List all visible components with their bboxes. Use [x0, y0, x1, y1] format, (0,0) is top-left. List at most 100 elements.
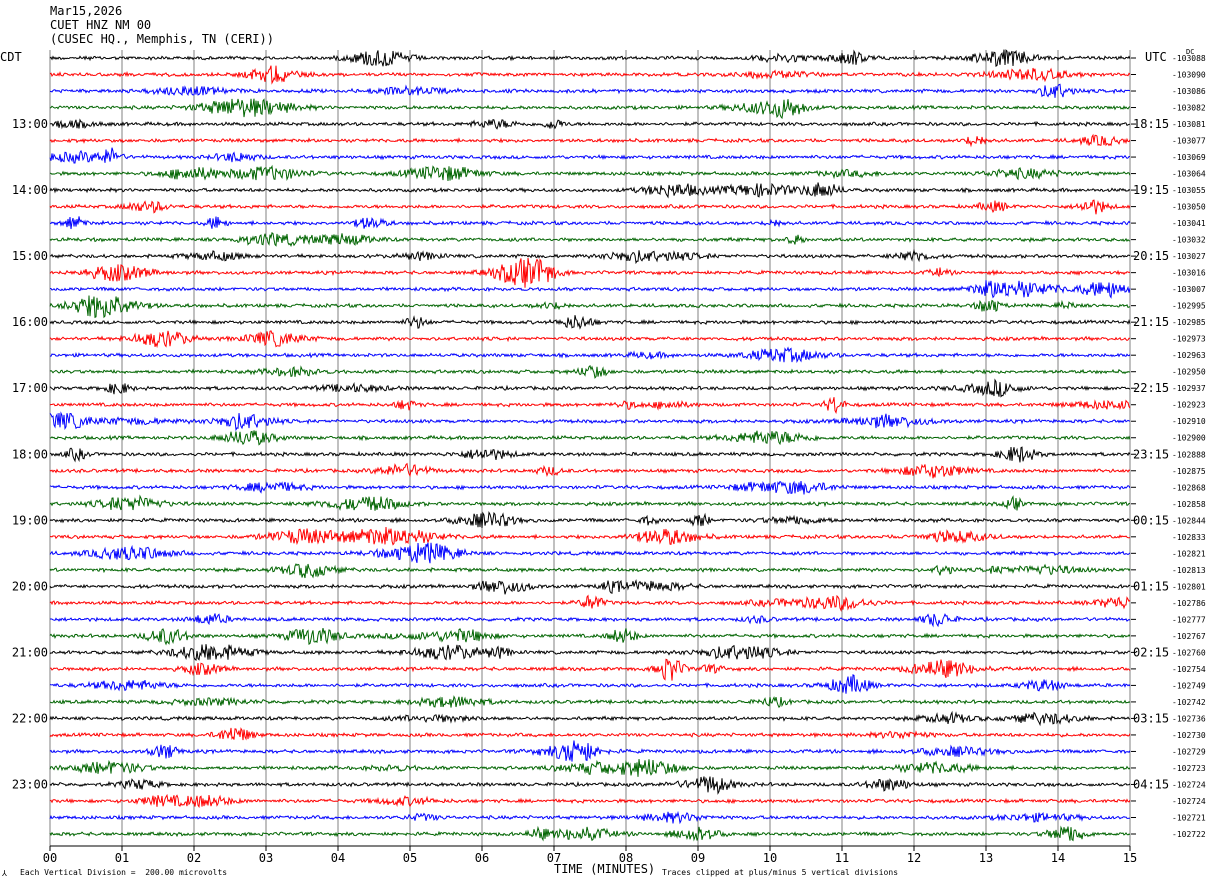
x-tick-label: 01	[115, 851, 129, 865]
seismic-trace	[50, 658, 1131, 681]
seismic-trace	[49, 83, 1131, 98]
right-hour-label: 19:15	[1133, 183, 1169, 197]
trace-offset-label: -103016	[1172, 269, 1206, 278]
corner-mark: ⅄	[2, 869, 7, 878]
seismic-trace	[49, 396, 1131, 414]
trace-offset-label: -102722	[1172, 830, 1206, 839]
seismic-trace	[49, 216, 1131, 230]
left-hour-label: 19:00	[12, 513, 48, 527]
trace-offset-label: -102729	[1172, 747, 1206, 756]
scale-note: Each Vertical Division = 200.00 microvol…	[20, 868, 228, 877]
seismic-trace	[49, 199, 1131, 215]
trace-offset-label: -103032	[1172, 236, 1206, 245]
trace-offset-label: -103027	[1172, 252, 1206, 261]
dc-label: DC	[1186, 48, 1195, 56]
x-tick-label: 06	[475, 851, 489, 865]
seismic-trace	[49, 147, 1131, 164]
trace-offset-label: -102730	[1172, 731, 1206, 740]
seismic-trace	[49, 579, 1131, 595]
right-hour-label: 02:15	[1133, 645, 1169, 659]
seismic-trace	[49, 613, 1131, 628]
seismic-trace	[49, 49, 1131, 67]
x-tick-label: 13	[979, 851, 993, 865]
seismic-trace	[49, 563, 1131, 579]
trace-offset-label: -102900	[1172, 434, 1206, 443]
trace-offset-label: -103007	[1172, 285, 1206, 294]
trace-offset-label: -102724	[1172, 780, 1206, 789]
trace-offset-label: -102950	[1172, 368, 1206, 377]
trace-offset-label: -103064	[1172, 170, 1206, 179]
seismic-trace	[49, 825, 1131, 842]
trace-offset-label: -102910	[1172, 417, 1206, 426]
x-tick-label: 11	[835, 851, 849, 865]
seismic-trace	[49, 594, 1131, 612]
x-tick-label: 05	[403, 851, 417, 865]
trace-offset-label: -102973	[1172, 335, 1206, 344]
trace-offset-label: -102868	[1172, 483, 1206, 492]
clip-note: Traces clipped at plus/minus 5 vertical …	[662, 868, 899, 877]
seismic-trace	[49, 346, 1131, 364]
right-hour-label: 04:15	[1133, 777, 1169, 791]
trace-offset-label: -103086	[1172, 87, 1206, 96]
seismic-trace	[49, 118, 1131, 130]
seismic-trace	[49, 330, 1130, 349]
trace-offset-label: -103077	[1172, 137, 1206, 146]
left-hour-label: 17:00	[12, 381, 48, 395]
x-tick-label: 09	[691, 851, 705, 865]
trace-offset-label: -103088	[1172, 54, 1206, 63]
header-date: Mar15,2026	[50, 4, 123, 18]
x-tick-label: 02	[187, 851, 201, 865]
trace-offset-label: -102937	[1172, 384, 1206, 393]
trace-offset-label: -102742	[1172, 698, 1206, 707]
seismic-trace	[49, 710, 1131, 727]
trace-offset-label: -102749	[1172, 681, 1206, 690]
trace-offset-label: -102995	[1172, 302, 1206, 311]
left-hour-label: 23:00	[12, 777, 48, 791]
header-location: (CUSEC HQ., Memphis, TN (CERI))	[50, 32, 274, 46]
seismic-trace	[49, 776, 1131, 795]
seismic-trace	[49, 65, 1131, 85]
left-hour-label: 13:00	[12, 117, 48, 131]
trace-offset-label: -102801	[1172, 582, 1206, 591]
seismic-trace	[49, 793, 1131, 809]
trace-offset-label: -102833	[1172, 533, 1206, 542]
x-tick-label: 15	[1123, 851, 1137, 865]
right-hour-label: 20:15	[1133, 249, 1169, 263]
left-hour-label: 21:00	[12, 645, 48, 659]
trace-offset-label: -102875	[1172, 467, 1206, 476]
left-hour-label: 18:00	[12, 447, 48, 461]
trace-offset-label: -102923	[1172, 401, 1206, 410]
x-axis-title: TIME (MINUTES)	[554, 862, 656, 876]
seismic-trace	[49, 364, 1131, 379]
left-hour-label: 15:00	[12, 249, 48, 263]
trace-offset-label: -103055	[1172, 186, 1206, 195]
x-tick-label: 03	[259, 851, 273, 865]
trace-offset-label: -102985	[1172, 318, 1206, 327]
right-hour-label: 03:15	[1133, 711, 1169, 725]
trace-offset-label: -102777	[1172, 615, 1206, 624]
x-tick-label: 12	[907, 851, 921, 865]
seismic-trace	[49, 315, 1131, 330]
trace-offset-label: -102767	[1172, 632, 1206, 641]
seismic-trace	[49, 257, 1131, 288]
seismic-trace	[49, 182, 1131, 199]
seismic-trace	[49, 480, 1131, 495]
trace-offset-label: -102723	[1172, 764, 1206, 773]
trace-offset-label: -103041	[1172, 219, 1206, 228]
right-hour-label: 00:15	[1133, 513, 1169, 527]
trace-offset-label: -102736	[1172, 714, 1206, 723]
trace-offset-label: -103050	[1172, 203, 1206, 212]
seismic-trace	[49, 542, 1131, 564]
left-hour-label: 14:00	[12, 183, 48, 197]
trace-offset-label: -103090	[1172, 71, 1206, 80]
seismic-trace	[49, 164, 1131, 182]
trace-offset-label: -102786	[1172, 599, 1206, 608]
left-hour-label: 16:00	[12, 315, 48, 329]
seismic-trace	[49, 695, 1131, 709]
seismic-trace	[49, 411, 1131, 432]
x-tick-label: 08	[619, 851, 633, 865]
trace-offset-label: -102821	[1172, 549, 1206, 558]
trace-offset-label: -102754	[1172, 665, 1206, 674]
seismic-trace	[49, 430, 1131, 446]
